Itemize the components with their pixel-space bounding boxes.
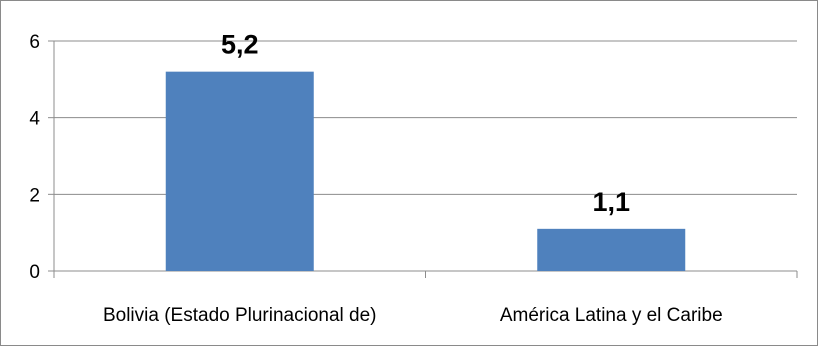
data-label: 5,2: [221, 30, 259, 60]
y-tick-label: 0: [29, 262, 40, 283]
gridlines: [54, 40, 797, 195]
y-tick-label: 2: [29, 185, 40, 206]
bar: [537, 228, 686, 271]
x-category-label: América Latina y el Caribe: [500, 305, 723, 326]
x-category-label: Bolivia (Estado Plurinacional de): [103, 305, 377, 326]
y-tick-label: 4: [29, 109, 40, 130]
y-tick-label: 6: [29, 32, 40, 53]
data-label: 1,1: [592, 187, 630, 217]
labels: 0 2 4 6 5,2 Bolivia (Estado Plurinacional de)…: [29, 30, 722, 326]
bars: [165, 71, 686, 272]
bar: [165, 71, 314, 272]
